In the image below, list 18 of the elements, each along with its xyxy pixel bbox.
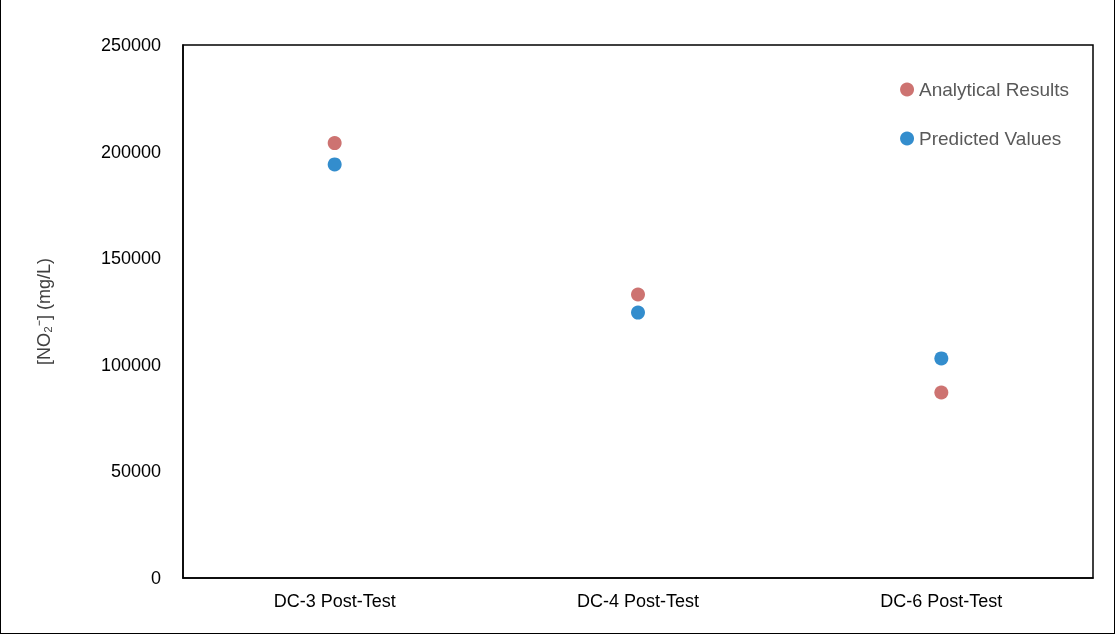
x-tick-label: DC-4 Post-Test [576, 591, 700, 611]
legend-label: Analytical Results [919, 79, 1069, 100]
legend-label: Predicted Values [919, 128, 1062, 149]
y-tick-label: 200000 [100, 141, 161, 162]
point [327, 136, 342, 151]
point [631, 305, 645, 320]
point [934, 351, 949, 366]
y-tick-label: 150000 [100, 248, 161, 269]
point [631, 287, 645, 302]
y-tick-label: 250000 [100, 35, 161, 55]
point [327, 157, 342, 172]
y-tick-label: 50000 [110, 461, 161, 482]
y-axis-title: [NO₂⁻] (mg/L) [34, 258, 54, 365]
y-tick-label: 100000 [100, 354, 161, 375]
x-tick-label: DC-6 Post-Test [880, 591, 1003, 611]
point [934, 385, 949, 400]
y-tick-label: 0 [150, 568, 161, 588]
x-tick-label: DC-3 Post-Test [273, 591, 396, 611]
